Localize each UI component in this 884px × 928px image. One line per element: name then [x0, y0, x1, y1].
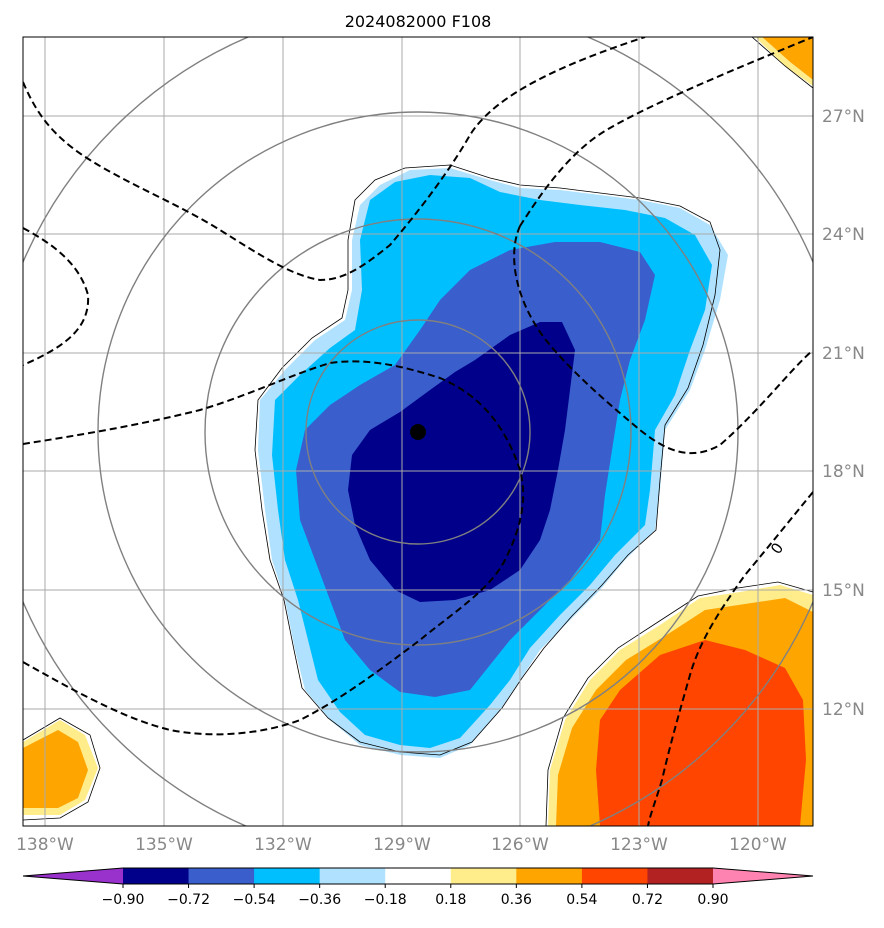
contour-line-warm-ne	[751, 37, 813, 89]
colorbar-segment	[450, 868, 517, 884]
lat-tick-21n: 21°N	[822, 344, 865, 364]
range-rings	[23, 37, 813, 826]
map-title: 2024082000 F108	[345, 12, 492, 31]
colorbar-segment	[581, 868, 648, 884]
lat-tick-labels: 27°N 24°N 21°N 18°N 15°N 12°N	[822, 107, 865, 720]
colorbar-tick-label: 0.36	[501, 892, 532, 908]
colorbar-tick-label: −0.90	[102, 892, 145, 908]
lon-tick-135w: 135°W	[135, 835, 193, 855]
lat-tick-12n: 12°N	[822, 700, 865, 720]
lon-tick-138w: 138°W	[16, 835, 74, 855]
graticule	[23, 37, 813, 826]
map-frame	[22, 36, 814, 827]
colorbar-tick-label: 0.18	[435, 892, 466, 908]
lat-tick-24n: 24°N	[822, 225, 865, 245]
contour-fill-orange-ne	[762, 37, 813, 80]
dashed-contours	[23, 37, 813, 826]
lat-tick-27n: 27°N	[822, 107, 865, 127]
lon-tick-132w: 132°W	[254, 835, 312, 855]
colorbar-segment	[123, 868, 190, 884]
lon-tick-123w: 123°W	[610, 835, 668, 855]
lon-tick-129w: 129°W	[373, 835, 431, 855]
lat-tick-15n: 15°N	[822, 581, 865, 601]
contour-fill-yellow-ne	[755, 37, 813, 86]
colorbar-segment	[188, 868, 255, 884]
map-panel: 0	[23, 37, 813, 826]
contour-fill-dark-blue	[348, 322, 575, 602]
lon-tick-labels: 138°W 135°W 132°W 129°W 126°W 123°W 120°…	[16, 835, 787, 855]
colorbar-tick-label: −0.54	[233, 892, 276, 908]
colorbar-extend-high	[713, 868, 813, 884]
colorbar-segment	[385, 868, 452, 884]
contour-fill-orange-red	[596, 640, 806, 826]
colorbar: −0.90 −0.72 −0.54 −0.36 −0.18 0.18 0.36 0.54 0.7…	[22, 867, 814, 908]
colorbar-tick-label: −0.18	[364, 892, 407, 908]
colorbar-tick-label: −0.36	[298, 892, 341, 908]
colorbar-tick-label: 0.72	[632, 892, 663, 908]
colorbar-tick-label: 0.90	[697, 892, 728, 908]
contour-fill-orange-sw	[23, 730, 88, 808]
storm-center-marker	[410, 424, 426, 440]
colorbar-segment	[319, 868, 386, 884]
contour-line-warm-sw	[23, 717, 101, 821]
colorbar-segment	[516, 868, 583, 884]
colorbar-extend-low	[23, 868, 123, 884]
colorbar-tick-label: 0.54	[566, 892, 597, 908]
colorbar-segment	[254, 868, 321, 884]
contour-line-zero	[254, 164, 721, 756]
colorbar-tick-label: −0.72	[167, 892, 210, 908]
colorbar-segment	[647, 868, 714, 884]
zero-contour-line	[647, 491, 813, 826]
lon-tick-126w: 126°W	[491, 835, 549, 855]
lon-tick-120w: 120°W	[729, 835, 787, 855]
lat-tick-18n: 18°N	[822, 462, 865, 482]
